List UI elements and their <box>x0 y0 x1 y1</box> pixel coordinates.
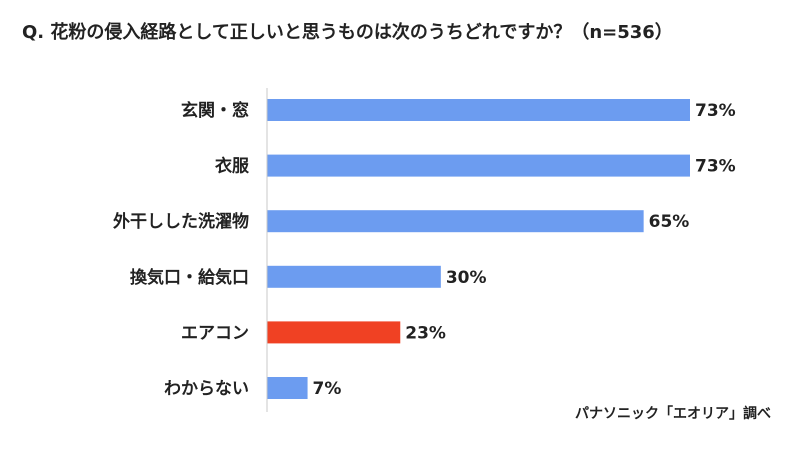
bar-3 <box>267 265 441 288</box>
question-title: Q. 花粉の侵入経路として正しいと思うものは次のうちどれですか？（n=536） <box>22 22 673 43</box>
bar-2 <box>267 210 644 233</box>
category-label-3: 換気口・給気口 <box>130 267 249 288</box>
value-label-0: 73% <box>695 101 736 121</box>
value-label-4: 23% <box>405 323 446 343</box>
value-label-2: 65% <box>649 212 690 232</box>
source-note: パナソニック「エオリア」調べ <box>575 406 771 422</box>
bar-0 <box>267 99 690 121</box>
bar-5 <box>267 377 308 399</box>
bars-layer: 玄関・窓 73% 衣服 73% 外干しした洗濯物 65% 換気口・給気口 30% エアコン 23%… <box>113 99 736 399</box>
category-label-2: 外干しした洗濯物 <box>113 211 249 232</box>
value-label-5: 7% <box>313 379 342 399</box>
value-label-3: 30% <box>446 268 487 288</box>
category-label-5: わからない <box>164 379 249 399</box>
bar-1 <box>267 154 690 177</box>
category-label-1: 衣服 <box>215 156 250 177</box>
category-label-0: 玄関・窓 <box>181 100 249 121</box>
bar-4 <box>267 321 401 344</box>
value-label-1: 73% <box>695 157 736 177</box>
category-label-4: エアコン <box>181 323 249 343</box>
